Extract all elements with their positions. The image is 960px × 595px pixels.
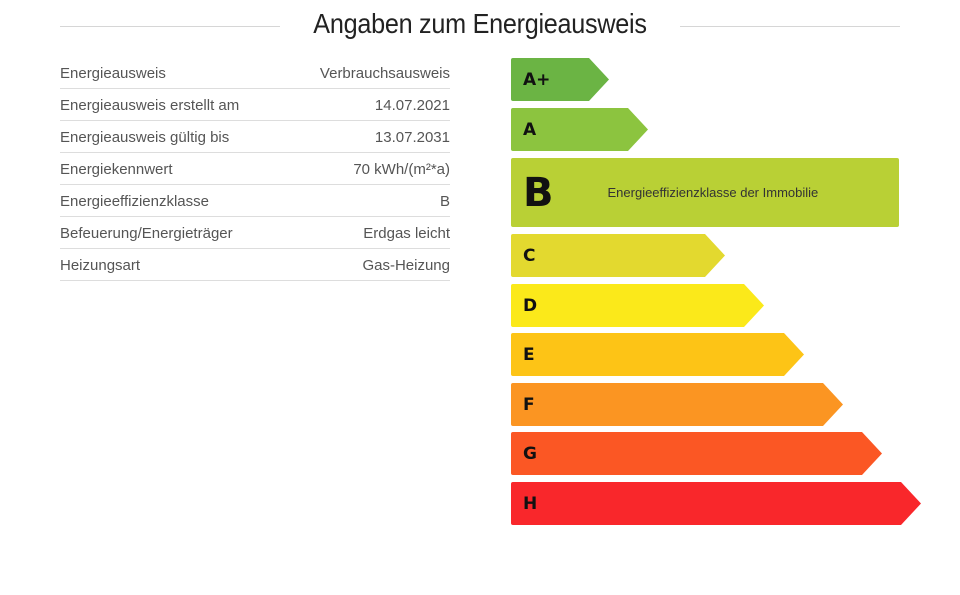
row-value: 70 kWh/(m²*a)	[353, 161, 450, 178]
energy-certificate-table: Energieausweis Verbrauchsausweis Energie…	[60, 57, 450, 281]
class-label: G	[523, 443, 537, 464]
class-label: C	[523, 245, 536, 266]
class-label: D	[523, 295, 538, 316]
class-bar-b-current: B Energieeffizienzklasse der Immobilie	[511, 158, 899, 227]
table-row-energy-value: Energiekennwert 70 kWh/(m²*a)	[60, 153, 450, 185]
row-label: Heizungsart	[60, 257, 141, 274]
row-value: Verbrauchsausweis	[319, 65, 450, 82]
class-bar-e: E	[511, 333, 804, 376]
table-row-efficiency-class: Energieeffizienzklasse B	[60, 185, 450, 217]
row-label: Energiekennwert	[60, 161, 173, 178]
class-bar-a-plus: A+	[511, 58, 609, 101]
class-label: A	[523, 119, 537, 140]
row-value: 14.07.2021	[374, 97, 450, 114]
class-label: F	[523, 394, 535, 415]
row-value: B	[439, 193, 450, 210]
row-label: Energieausweis erstellt am	[60, 97, 240, 114]
class-label: A+	[523, 69, 551, 90]
class-bar-f: F	[511, 383, 843, 426]
row-label: Befeuerung/Energieträger	[60, 225, 233, 242]
page-title: Angaben zum Energieausweis	[313, 8, 647, 39]
current-class-description: Energieeffizienzklasse der Immobilie	[607, 185, 819, 200]
table-row-valid-until: Energieausweis gültig bis 13.07.2031	[60, 121, 450, 153]
class-bar-d: D	[511, 284, 764, 327]
row-label: Energieeffizienzklasse	[60, 193, 209, 210]
table-row-heating-type: Heizungsart Gas-Heizung	[60, 249, 450, 281]
table-row-created-date: Energieausweis erstellt am 14.07.2021	[60, 89, 450, 121]
table-row-energy-source: Befeuerung/Energieträger Erdgas leicht	[60, 217, 450, 249]
section-header: Angaben zum Energieausweis	[60, 6, 900, 46]
row-label: Energieausweis	[60, 65, 166, 82]
table-row-certificate-type: Energieausweis Verbrauchsausweis	[60, 57, 450, 89]
class-label: H	[523, 493, 538, 514]
class-bar-h: H	[511, 482, 921, 525]
row-value: 13.07.2031	[374, 129, 450, 146]
class-label: E	[523, 344, 535, 365]
class-label: B	[523, 169, 554, 216]
row-value: Gas-Heizung	[362, 257, 450, 274]
class-bar-a: A	[511, 108, 648, 151]
divider-left	[60, 26, 280, 27]
row-value: Erdgas leicht	[363, 225, 450, 242]
class-bar-g: G	[511, 432, 882, 475]
row-label: Energieausweis gültig bis	[60, 129, 230, 146]
divider-right	[680, 26, 900, 27]
class-bar-c: C	[511, 234, 725, 277]
